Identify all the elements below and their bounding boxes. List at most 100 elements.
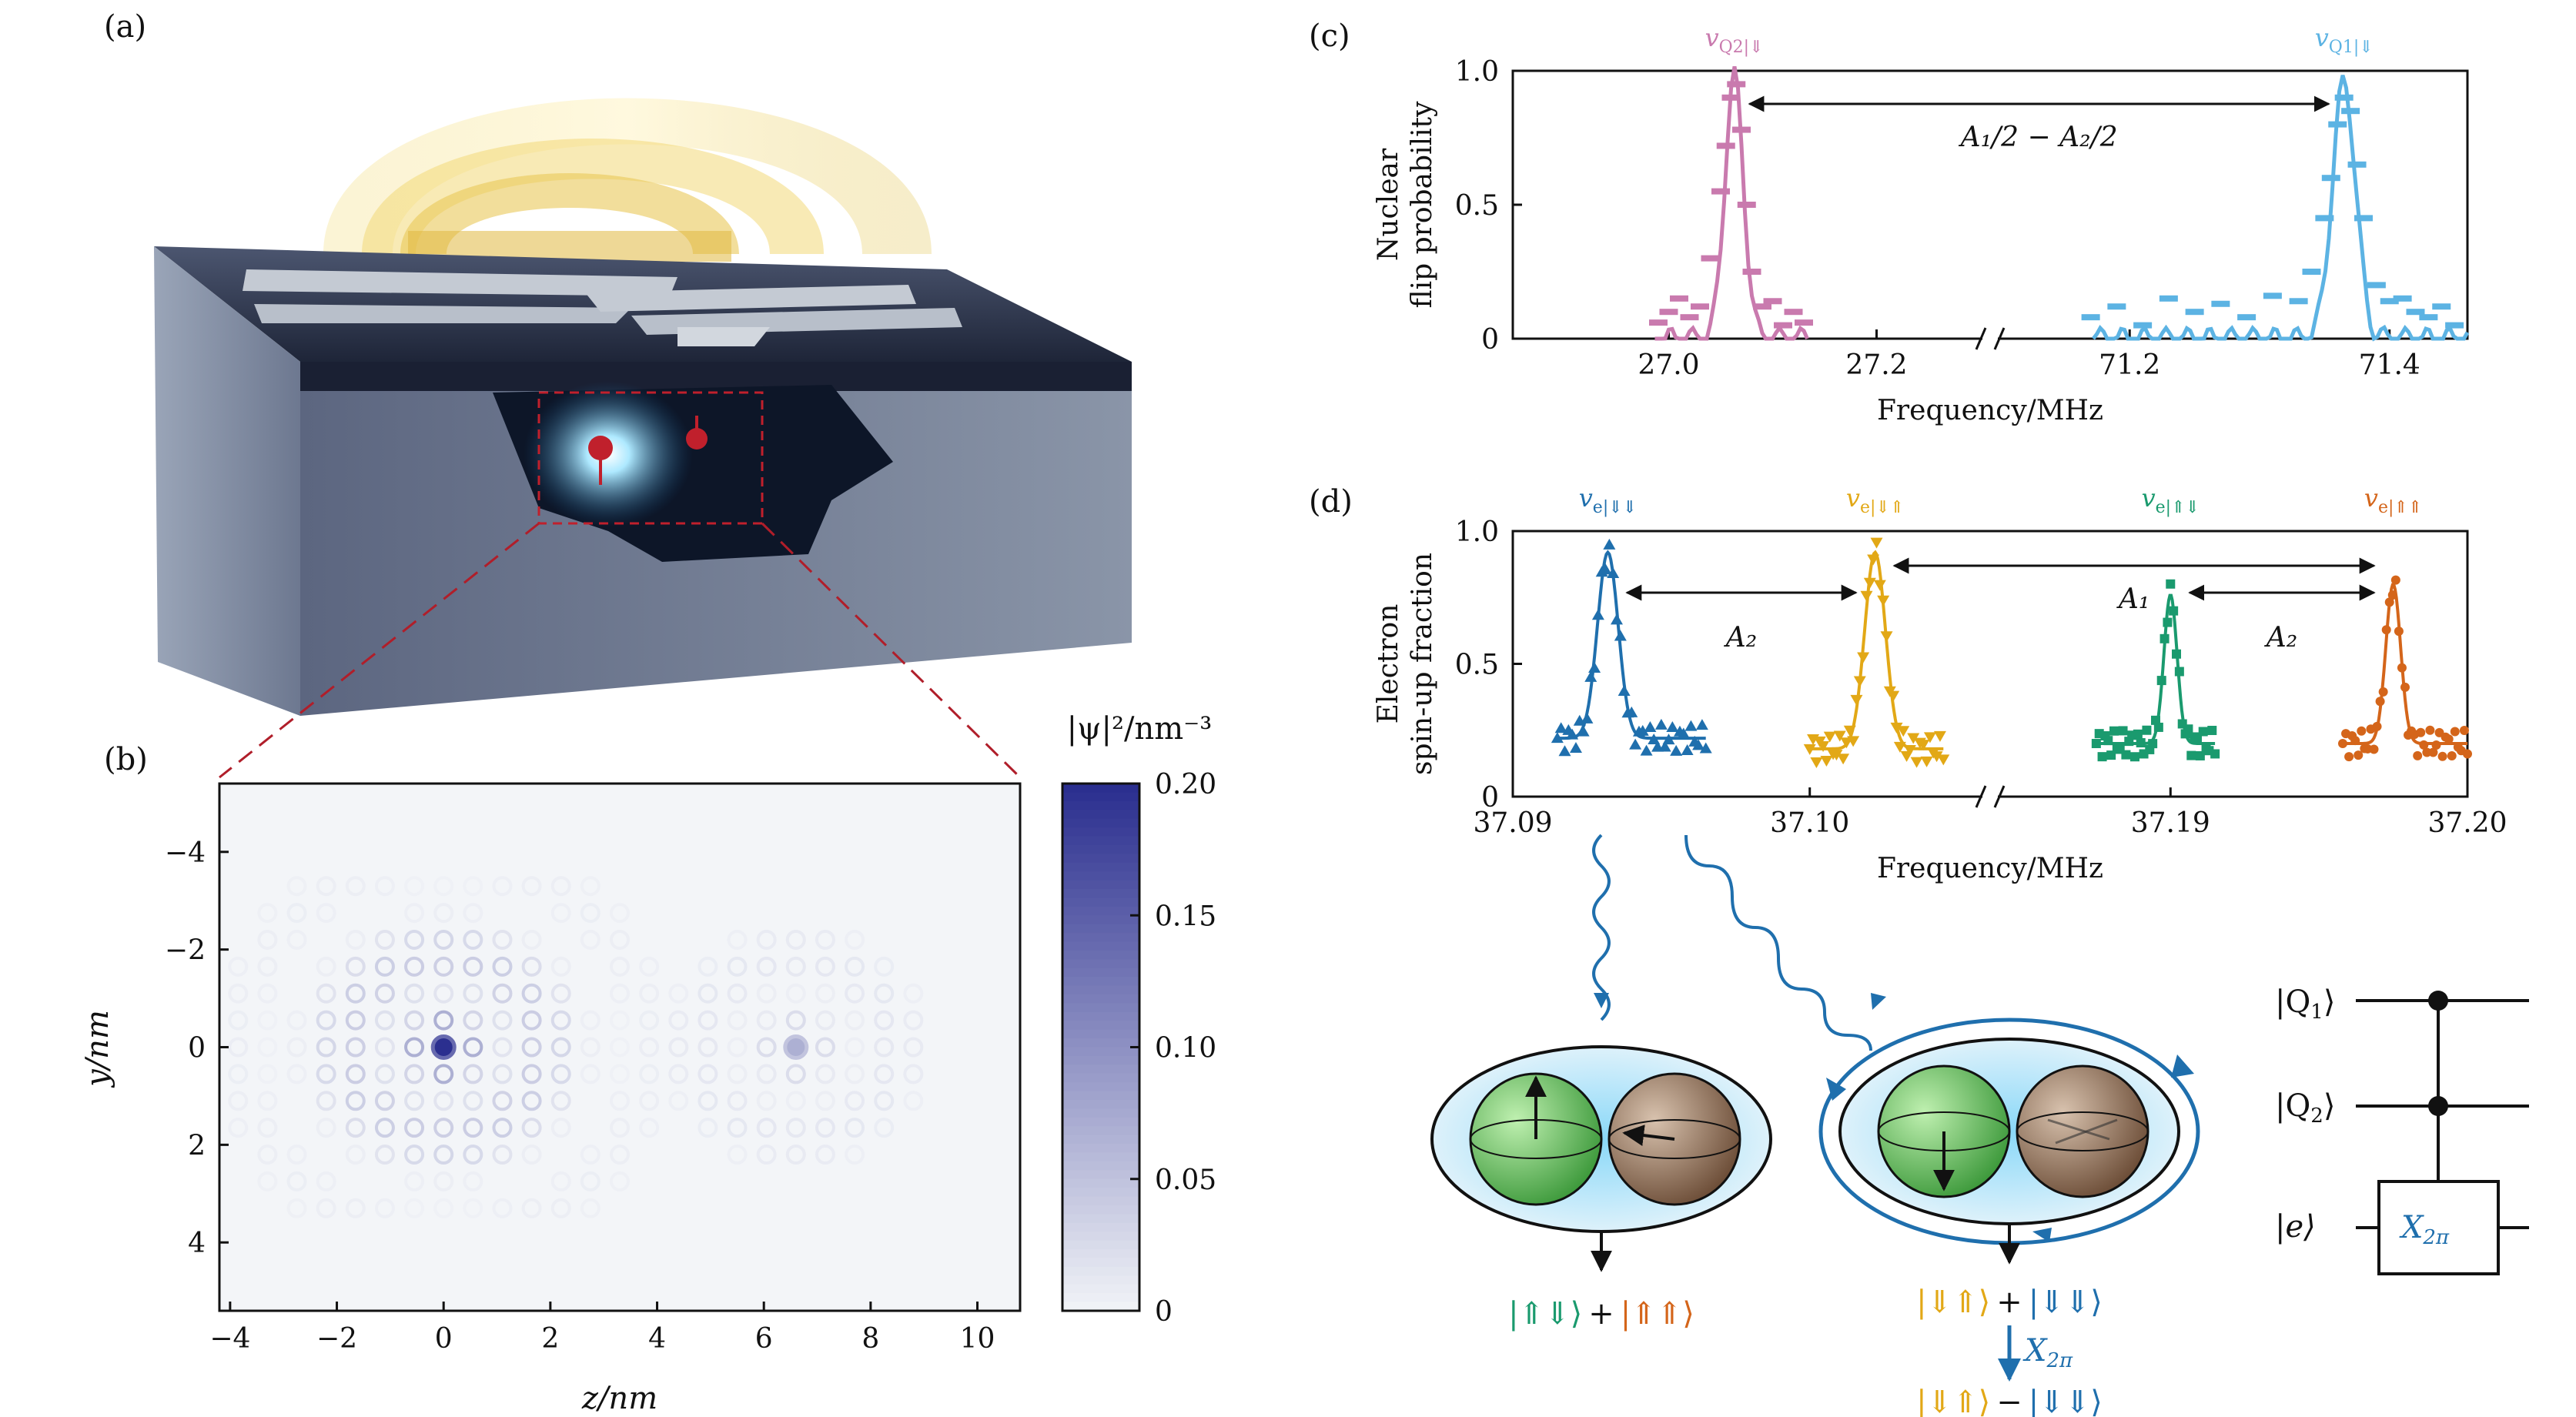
data-point	[1784, 309, 1803, 316]
data-point	[1659, 309, 1678, 316]
data-point	[1644, 720, 1657, 732]
data-point	[1897, 726, 1910, 737]
data-point	[1721, 94, 1741, 101]
heatmap-cell	[550, 1010, 571, 1031]
data-point	[2195, 750, 2205, 760]
colorbar-tick-label: 0.10	[1155, 1033, 1216, 1064]
data-point	[1810, 757, 1823, 769]
data-point	[2211, 300, 2230, 307]
y-axis-label: Nuclear	[1373, 148, 1404, 261]
heatmap-cell	[903, 983, 924, 1004]
heatmap-cell	[404, 983, 425, 1004]
data-point	[2344, 752, 2354, 762]
heatmap-cell	[286, 876, 307, 897]
colorbar-slice	[1062, 871, 1139, 881]
data-point	[1699, 742, 1712, 754]
heatmap-cell	[550, 1037, 571, 1058]
heatmap-cell	[756, 1064, 777, 1084]
data-point	[1850, 694, 1863, 706]
heatmap-cell	[316, 1091, 336, 1111]
heatmap-cell	[228, 1064, 249, 1084]
heatmap-cell	[610, 1010, 630, 1031]
data-point	[2107, 303, 2126, 310]
heatmap-cell	[756, 929, 777, 950]
data-point	[1937, 754, 1950, 766]
x-tick-label: 27.0	[1638, 349, 1699, 381]
data-point	[2097, 752, 2107, 762]
panel-a-label: (a)	[104, 9, 146, 45]
colorbar-slice	[1062, 1108, 1139, 1118]
data-point	[1847, 736, 1860, 747]
data-point	[1774, 322, 1792, 329]
coil-illustration	[323, 98, 932, 262]
heatmap-cell	[698, 956, 718, 977]
heatmap-cell	[580, 1064, 601, 1084]
heatmap-cell	[228, 983, 249, 1004]
heatmap-cell	[345, 929, 366, 950]
heatmap-cell	[727, 1037, 748, 1058]
data-point	[2381, 625, 2391, 635]
heatmap-cell	[316, 876, 336, 897]
heatmap-cell	[610, 903, 630, 924]
heatmap-cell	[228, 1118, 249, 1138]
data-point	[1629, 738, 1642, 750]
heatmap-cell	[374, 876, 395, 897]
heatmap-cell	[433, 876, 454, 897]
data-point	[1551, 732, 1564, 744]
heatmap-cell	[374, 1118, 395, 1138]
heatmap-cell	[286, 1064, 307, 1084]
y-tick-label: 1.0	[1455, 516, 1499, 548]
data-point	[1584, 670, 1597, 682]
heatmap-cell	[316, 1037, 336, 1058]
colorbar-slice	[1062, 818, 1139, 829]
data-point	[2413, 750, 2423, 760]
data-point	[1658, 740, 1671, 752]
right-two-nuclei-state: |⇓⇑⟩ + |⇓⇓⟩ X2π |⇓⇑⟩ − |⇓⇓⟩	[1818, 1018, 2200, 1417]
data-point	[1554, 722, 1567, 734]
heatmap-cell	[345, 1064, 366, 1084]
data-point	[2148, 739, 2158, 749]
colorbar-slice	[1062, 1003, 1139, 1013]
heatmap-cell	[492, 956, 513, 977]
data-point	[2447, 750, 2457, 760]
x-tick-label: 8	[861, 1323, 879, 1355]
colorbar-tick-label: 0.05	[1155, 1165, 1216, 1196]
data-point	[2428, 747, 2438, 757]
colorbar-slice	[1062, 1266, 1139, 1277]
y-axis-label: spin-up fraction	[1407, 553, 1438, 775]
peak-label: vQ2|⇓	[1705, 23, 1764, 57]
data-point	[1716, 142, 1735, 149]
data-point	[2400, 682, 2410, 692]
data-point	[2378, 687, 2388, 697]
data-point	[1920, 756, 1933, 767]
heatmap-cell	[550, 1198, 571, 1218]
axis-break-gap	[1982, 323, 1998, 354]
heatmap-cell	[463, 1145, 483, 1165]
heatmap-cell	[228, 1010, 249, 1031]
data-point	[2172, 649, 2181, 659]
heatmap-cell	[463, 1171, 483, 1191]
heatmap-cell	[433, 1171, 454, 1191]
heatmap-cell	[845, 929, 865, 950]
data-point	[1863, 577, 1876, 589]
heatmap-cell	[550, 903, 571, 924]
heatmap-cell	[668, 1091, 689, 1111]
circuit-e-label: |e⟩	[2275, 1209, 2316, 1245]
data-point	[2166, 579, 2176, 589]
data-point	[2210, 749, 2220, 759]
y-tick-label: 0.5	[1455, 190, 1499, 222]
data-point	[2109, 726, 2119, 736]
heatmap-cell	[345, 1118, 366, 1138]
colorbar-slice	[1062, 1293, 1139, 1303]
y-axis-label: flip probability	[1407, 101, 1438, 309]
heatmap-cell	[550, 1091, 571, 1111]
x-tick-label: 37.09	[1473, 807, 1552, 839]
data-point	[2163, 617, 2173, 627]
data-point	[2142, 725, 2152, 735]
heatmap-cell	[668, 983, 689, 1004]
heatmap-cell	[639, 1010, 660, 1031]
y-tick-label: 0	[188, 1033, 206, 1064]
data-point	[1640, 744, 1653, 756]
heatmap-y-label: y/nm	[80, 1010, 115, 1088]
colorbar-slice	[1062, 1205, 1139, 1215]
